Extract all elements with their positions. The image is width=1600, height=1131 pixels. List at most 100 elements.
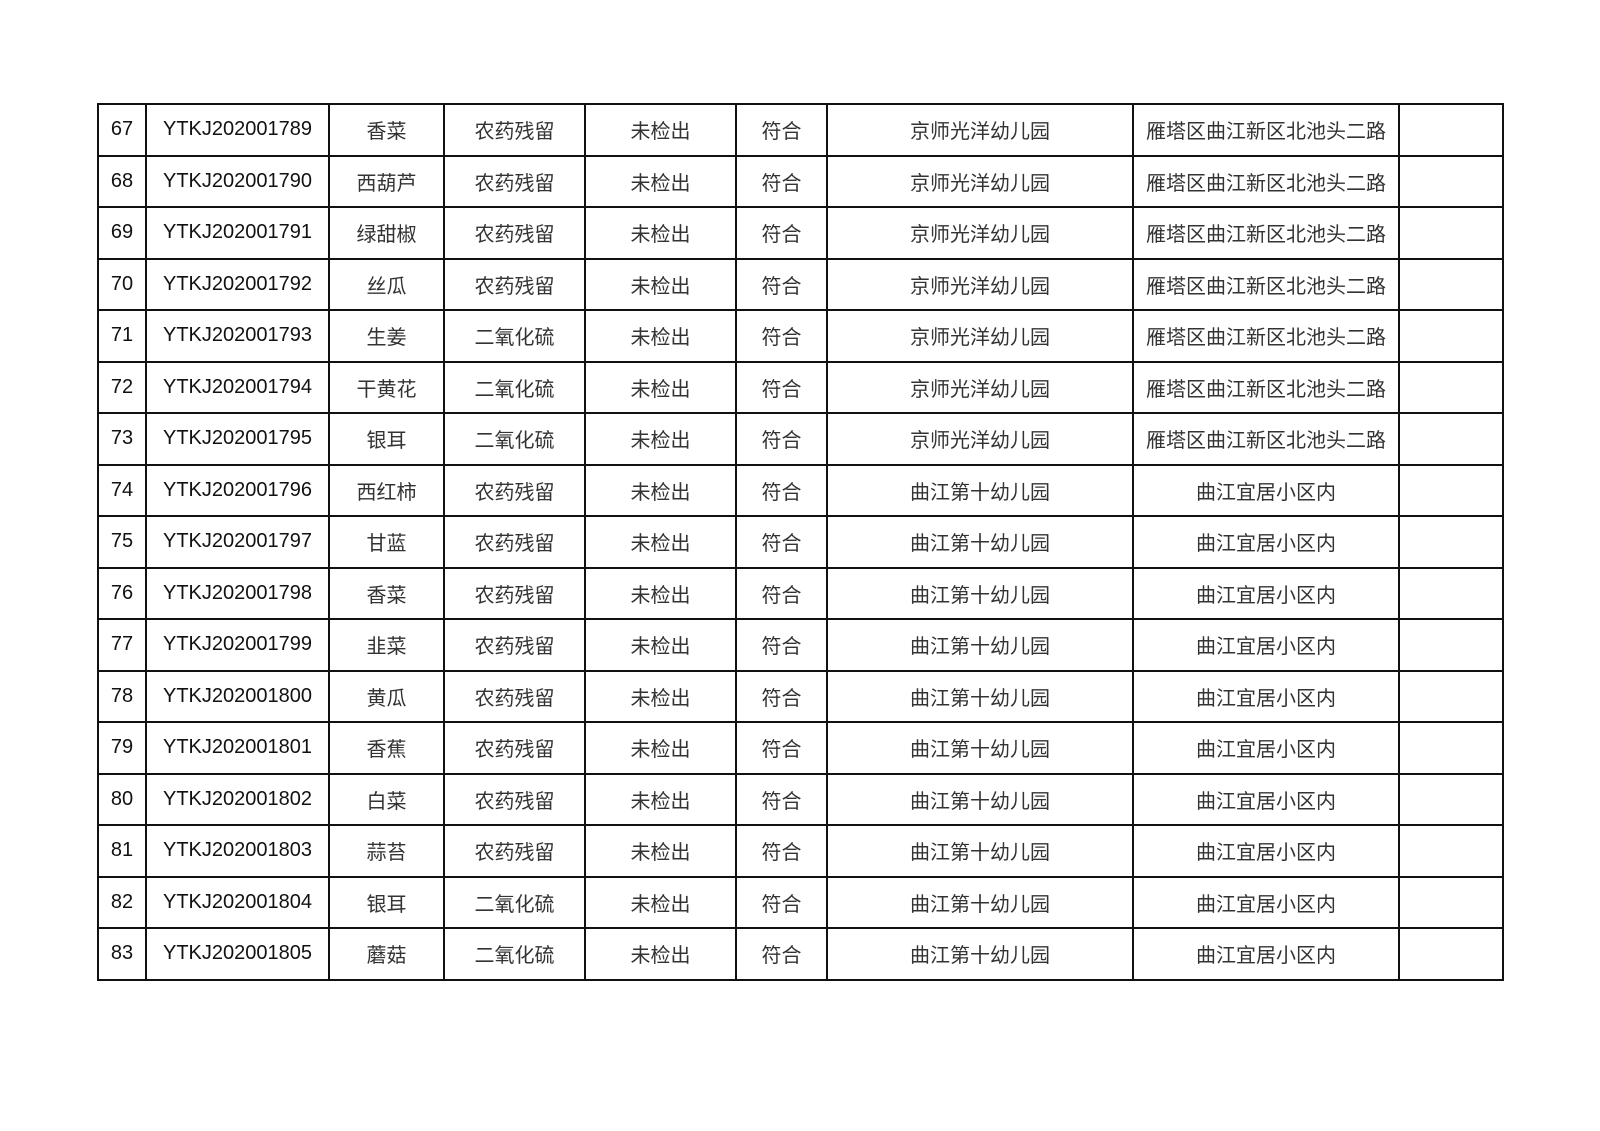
row-number-cell: 78	[97, 669, 147, 723]
sampled-unit-cell: 曲江第十幼儿园	[826, 515, 1134, 569]
remarks-cell	[1398, 463, 1504, 517]
sample-name-cell: 西红柿	[328, 463, 445, 517]
remarks-cell	[1398, 309, 1504, 363]
sample-id-cell: YTKJ202001800	[145, 669, 330, 723]
sampled-unit-cell: 曲江第十幼儿园	[826, 463, 1134, 517]
table-row: 70 YTKJ202001792 丝瓜 农药残留 未检出 符合 京师光洋幼儿园 雁塔区曲江新区…	[97, 257, 1504, 311]
sample-id-cell: YTKJ202001790	[145, 154, 330, 208]
test-item-cell: 二氧化硫	[443, 875, 586, 929]
conclusion-cell: 符合	[735, 669, 828, 723]
table-body: 67 YTKJ202001789 香菜 农药残留 未检出 符合 京师光洋幼儿园 雁塔区曲江新区…	[97, 103, 1504, 981]
conclusion-cell: 符合	[735, 412, 828, 466]
remarks-cell	[1398, 412, 1504, 466]
unit-address-cell: 雁塔区曲江新区北池头二路	[1132, 103, 1400, 157]
sample-name-cell: 干黄花	[328, 360, 445, 414]
table-row: 74 YTKJ202001796 西红柿 农药残留 未检出 符合 曲江第十幼儿园 曲江宜居小区…	[97, 463, 1504, 517]
conclusion-cell: 符合	[735, 721, 828, 775]
unit-address-cell: 曲江宜居小区内	[1132, 824, 1400, 878]
sampled-unit-cell: 京师光洋幼儿园	[826, 103, 1134, 157]
table-row: 78 YTKJ202001800 黄瓜 农药残留 未检出 符合 曲江第十幼儿园 曲江宜居小区内	[97, 669, 1504, 723]
sampled-unit-cell: 京师光洋幼儿园	[826, 412, 1134, 466]
unit-address-cell: 雁塔区曲江新区北池头二路	[1132, 309, 1400, 363]
remarks-cell	[1398, 154, 1504, 208]
remarks-cell	[1398, 257, 1504, 311]
unit-address-cell: 曲江宜居小区内	[1132, 875, 1400, 929]
table-row: 69 YTKJ202001791 绿甜椒 农药残留 未检出 符合 京师光洋幼儿园 雁塔区曲江新…	[97, 206, 1504, 260]
test-result-cell: 未检出	[584, 515, 737, 569]
table-row: 82 YTKJ202001804 银耳 二氧化硫 未检出 符合 曲江第十幼儿园 曲江宜居小区内	[97, 875, 1504, 929]
table-row: 67 YTKJ202001789 香菜 农药残留 未检出 符合 京师光洋幼儿园 雁塔区曲江新区…	[97, 103, 1504, 157]
row-number-cell: 68	[97, 154, 147, 208]
conclusion-cell: 符合	[735, 309, 828, 363]
row-number-cell: 70	[97, 257, 147, 311]
test-item-cell: 农药残留	[443, 515, 586, 569]
row-number-cell: 75	[97, 515, 147, 569]
row-number-cell: 83	[97, 927, 147, 981]
row-number-cell: 71	[97, 309, 147, 363]
test-result-cell: 未检出	[584, 463, 737, 517]
conclusion-cell: 符合	[735, 618, 828, 672]
conclusion-cell: 符合	[735, 103, 828, 157]
sampled-unit-cell: 京师光洋幼儿园	[826, 309, 1134, 363]
row-number-cell: 76	[97, 566, 147, 620]
test-item-cell: 农药残留	[443, 206, 586, 260]
sampled-unit-cell: 京师光洋幼儿园	[826, 257, 1134, 311]
conclusion-cell: 符合	[735, 360, 828, 414]
remarks-cell	[1398, 360, 1504, 414]
sample-name-cell: 生姜	[328, 309, 445, 363]
test-result-cell: 未检出	[584, 103, 737, 157]
conclusion-cell: 符合	[735, 154, 828, 208]
remarks-cell	[1398, 875, 1504, 929]
sample-name-cell: 绿甜椒	[328, 206, 445, 260]
test-result-cell: 未检出	[584, 721, 737, 775]
unit-address-cell: 雁塔区曲江新区北池头二路	[1132, 154, 1400, 208]
conclusion-cell: 符合	[735, 206, 828, 260]
conclusion-cell: 符合	[735, 875, 828, 929]
remarks-cell	[1398, 824, 1504, 878]
test-item-cell: 农药残留	[443, 463, 586, 517]
test-result-cell: 未检出	[584, 927, 737, 981]
conclusion-cell: 符合	[735, 463, 828, 517]
row-number-cell: 72	[97, 360, 147, 414]
unit-address-cell: 曲江宜居小区内	[1132, 927, 1400, 981]
remarks-cell	[1398, 721, 1504, 775]
test-result-cell: 未检出	[584, 772, 737, 826]
sample-id-cell: YTKJ202001799	[145, 618, 330, 672]
table-row: 76 YTKJ202001798 香菜 农药残留 未检出 符合 曲江第十幼儿园 曲江宜居小区内	[97, 566, 1504, 620]
sample-id-cell: YTKJ202001801	[145, 721, 330, 775]
row-number-cell: 67	[97, 103, 147, 157]
sampled-unit-cell: 曲江第十幼儿园	[826, 669, 1134, 723]
test-result-cell: 未检出	[584, 412, 737, 466]
sample-name-cell: 韭菜	[328, 618, 445, 672]
table-row: 77 YTKJ202001799 韭菜 农药残留 未检出 符合 曲江第十幼儿园 曲江宜居小区内	[97, 618, 1504, 672]
test-item-cell: 农药残留	[443, 618, 586, 672]
conclusion-cell: 符合	[735, 772, 828, 826]
test-item-cell: 农药残留	[443, 824, 586, 878]
table-row: 80 YTKJ202001802 白菜 农药残留 未检出 符合 曲江第十幼儿园 曲江宜居小区内	[97, 772, 1504, 826]
test-item-cell: 农药残留	[443, 721, 586, 775]
sample-id-cell: YTKJ202001798	[145, 566, 330, 620]
sample-name-cell: 香菜	[328, 566, 445, 620]
conclusion-cell: 符合	[735, 515, 828, 569]
sample-id-cell: YTKJ202001792	[145, 257, 330, 311]
test-result-cell: 未检出	[584, 618, 737, 672]
sample-id-cell: YTKJ202001805	[145, 927, 330, 981]
table-row: 72 YTKJ202001794 干黄花 二氧化硫 未检出 符合 京师光洋幼儿园 雁塔区曲江新…	[97, 360, 1504, 414]
test-result-cell: 未检出	[584, 257, 737, 311]
test-item-cell: 二氧化硫	[443, 360, 586, 414]
sampled-unit-cell: 曲江第十幼儿园	[826, 772, 1134, 826]
unit-address-cell: 雁塔区曲江新区北池头二路	[1132, 257, 1400, 311]
remarks-cell	[1398, 206, 1504, 260]
test-result-cell: 未检出	[584, 206, 737, 260]
remarks-cell	[1398, 566, 1504, 620]
sample-name-cell: 银耳	[328, 875, 445, 929]
table-row: 68 YTKJ202001790 西葫芦 农药残留 未检出 符合 京师光洋幼儿园 雁塔区曲江新…	[97, 154, 1504, 208]
conclusion-cell: 符合	[735, 566, 828, 620]
sampled-unit-cell: 京师光洋幼儿园	[826, 206, 1134, 260]
remarks-cell	[1398, 772, 1504, 826]
sampled-unit-cell: 曲江第十幼儿园	[826, 566, 1134, 620]
test-item-cell: 二氧化硫	[443, 309, 586, 363]
test-result-cell: 未检出	[584, 309, 737, 363]
table-row: 73 YTKJ202001795 银耳 二氧化硫 未检出 符合 京师光洋幼儿园 雁塔区曲江新区…	[97, 412, 1504, 466]
test-result-cell: 未检出	[584, 875, 737, 929]
